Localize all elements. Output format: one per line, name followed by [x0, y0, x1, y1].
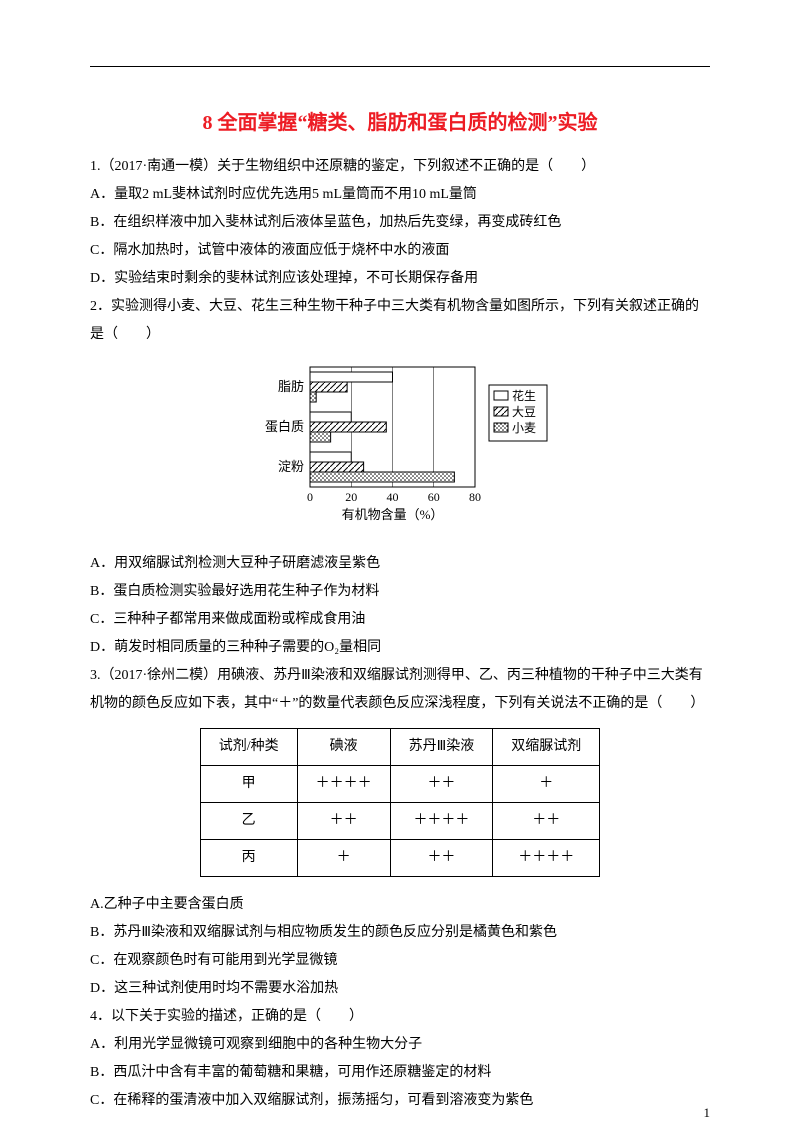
q2-optB: B．蛋白质检测实验最好选用花生种子作为材料 [90, 578, 710, 606]
table-row: 丙＋＋＋＋＋＋＋ [200, 840, 600, 877]
table-cell: ＋＋＋＋ [390, 803, 493, 840]
q2-optD: D．萌发时相同质量的三种种子需要的O₂量相同 [90, 634, 710, 662]
q2-stem: 2．实验测得小麦、大豆、花生三种生物干种子中三大类有机物含量如图所示，下列有关叙… [90, 293, 710, 349]
document-page: 8 全面掌握“糖类、脂肪和蛋白质的检测”实验 1.（2017·南通一模）关于生物… [0, 0, 800, 1145]
svg-text:淀粉: 淀粉 [278, 459, 304, 474]
q1-optA: A．量取2 mL斐林试剂时应优先选用5 mL量筒而不用10 mL量筒 [90, 181, 710, 209]
data-table: 试剂/种类 碘液 苏丹Ⅲ染液 双缩脲试剂 甲＋＋＋＋＋＋＋乙＋＋＋＋＋＋＋＋丙＋… [200, 728, 601, 877]
page-number: 1 [704, 1105, 711, 1121]
th-0: 试剂/种类 [200, 729, 297, 766]
svg-text:有机物含量（%）: 有机物含量（%） [342, 507, 444, 522]
table-cell: ＋＋＋＋ [493, 840, 600, 877]
table-cell: ＋＋ [390, 840, 493, 877]
q3-optB: B．苏丹Ⅲ染液和双缩脲试剂与相应物质发生的颜色反应分别是橘黄色和紫色 [90, 919, 710, 947]
q1-optD: D．实验结束时剩余的斐林试剂应该处理掉，不可长期保存备用 [90, 265, 710, 293]
q3-optD: D．这三种试剂使用时均不需要水浴加热 [90, 975, 710, 1003]
th-3: 双缩脲试剂 [493, 729, 600, 766]
table-cell: 丙 [200, 840, 297, 877]
q4-optC: C．在稀释的蛋清液中加入双缩脲试剂，振荡摇匀，可看到溶液变为紫色 [90, 1087, 710, 1115]
q3-optA: A.乙种子中主要含蛋白质 [90, 891, 710, 919]
q1-optC: C．隔水加热时，试管中液体的液面应低于烧杯中水的液面 [90, 237, 710, 265]
table-row: 甲＋＋＋＋＋＋＋ [200, 766, 600, 803]
q4-optA: A．利用光学显微镜可观察到细胞中的各种生物大分子 [90, 1031, 710, 1059]
svg-text:脂肪: 脂肪 [278, 379, 304, 394]
th-2: 苏丹Ⅲ染液 [390, 729, 493, 766]
table-cell: ＋＋ [390, 766, 493, 803]
svg-text:80: 80 [469, 490, 481, 504]
svg-text:40: 40 [387, 490, 399, 504]
chart-svg: 0 20 40 60 80 有机物含量（%） 脂肪蛋白质淀粉 花生大豆小麦 [240, 359, 560, 529]
q2-optC: C．三种种子都常用来做成面粉或榨成食用油 [90, 606, 710, 634]
q3-optC: C．在观察颜色时有可能用到光学显微镜 [90, 947, 710, 975]
table-row: 乙＋＋＋＋＋＋＋＋ [200, 803, 600, 840]
q1-stem: 1.（2017·南通一模）关于生物组织中还原糖的鉴定，下列叙述不正确的是（ ） [90, 153, 710, 181]
th-1: 碘液 [297, 729, 390, 766]
page-title: 8 全面掌握“糖类、脂肪和蛋白质的检测”实验 [90, 106, 710, 135]
table-header-row: 试剂/种类 碘液 苏丹Ⅲ染液 双缩脲试剂 [200, 729, 600, 766]
table-cell: 甲 [200, 766, 297, 803]
top-rule [90, 66, 710, 67]
table-cell: ＋＋ [493, 803, 600, 840]
q1-optB: B．在组织样液中加入斐林试剂后液体呈蓝色，加热后先变绿，再变成砖红色 [90, 209, 710, 237]
table-cell: ＋ [297, 840, 390, 877]
table-cell: ＋＋＋＋ [297, 766, 390, 803]
table-cell: ＋＋ [297, 803, 390, 840]
q3-stem: 3.（2017·徐州二模）用碘液、苏丹Ⅲ染液和双缩脲试剂测得甲、乙、丙三种植物的… [90, 662, 710, 718]
svg-text:小麦: 小麦 [512, 421, 536, 435]
chart-wrap: 0 20 40 60 80 有机物含量（%） 脂肪蛋白质淀粉 花生大豆小麦 [90, 359, 710, 540]
q4-optB: B．西瓜汁中含有丰富的葡萄糖和果糖，可用作还原糖鉴定的材料 [90, 1059, 710, 1087]
svg-text:蛋白质: 蛋白质 [265, 419, 304, 434]
svg-text:大豆: 大豆 [512, 405, 536, 419]
q4-stem: 4．以下关于实验的描述，正确的是（ ） [90, 1003, 710, 1031]
svg-text:花生: 花生 [512, 388, 536, 403]
bar-chart: 0 20 40 60 80 有机物含量（%） 脂肪蛋白质淀粉 花生大豆小麦 [240, 359, 560, 529]
svg-text:60: 60 [428, 490, 440, 504]
svg-text:0: 0 [307, 490, 313, 504]
table-cell: ＋ [493, 766, 600, 803]
svg-text:20: 20 [345, 490, 357, 504]
q2-optA: A．用双缩脲试剂检测大豆种子研磨滤液呈紫色 [90, 550, 710, 578]
table-cell: 乙 [200, 803, 297, 840]
body: 1.（2017·南通一模）关于生物组织中还原糖的鉴定，下列叙述不正确的是（ ） … [90, 153, 710, 1115]
